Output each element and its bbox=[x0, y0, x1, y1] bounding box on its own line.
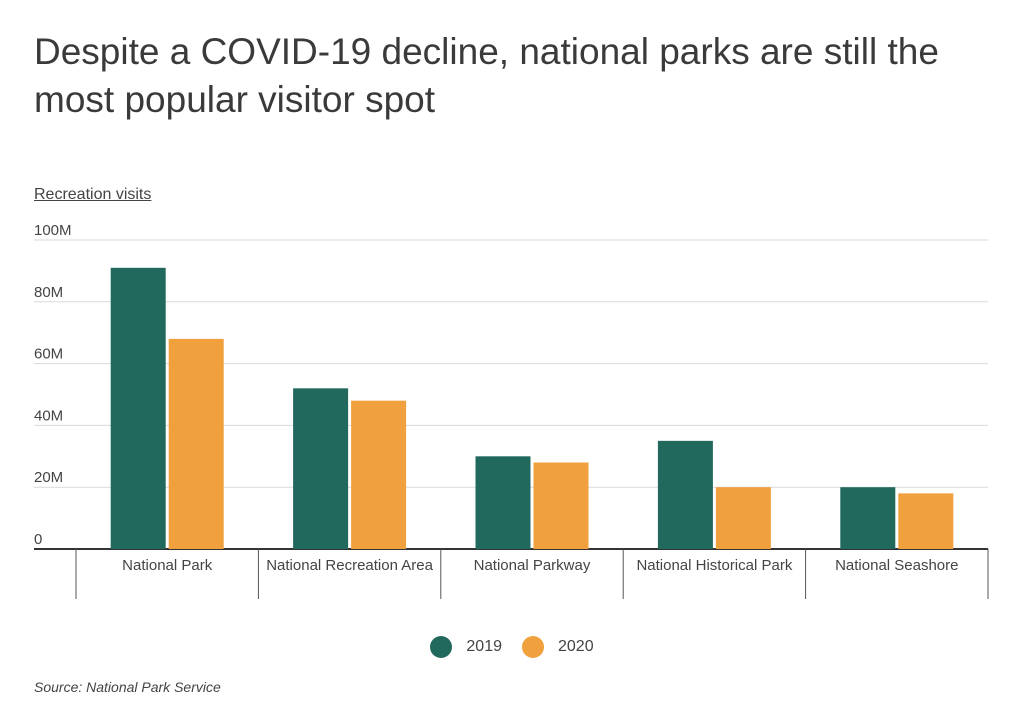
bar-2019-national-historical-park bbox=[657, 440, 713, 549]
x-tick-label: National Park bbox=[122, 557, 213, 574]
bar-2020-national-park bbox=[168, 338, 224, 549]
legend-swatch-2020 bbox=[522, 636, 544, 658]
chart-title: Despite a COVID-19 decline, national par… bbox=[34, 31, 939, 120]
x-tick-label: National Parkway bbox=[473, 557, 591, 574]
bar-2019-national-recreation-area bbox=[293, 388, 349, 549]
bar-2020-national-historical-park bbox=[715, 487, 771, 549]
x-tick-label: National Seashore bbox=[835, 557, 959, 574]
y-tick-label: 80M bbox=[34, 284, 63, 301]
y-tick-label: 40M bbox=[34, 407, 63, 424]
legend-item-2020: 2020 bbox=[522, 636, 594, 658]
bar-2020-national-parkway bbox=[533, 462, 589, 549]
legend-item-2019: 2019 bbox=[430, 636, 502, 658]
y-axis-label: Recreation visits bbox=[34, 186, 152, 203]
source-note: Source: National Park Service bbox=[34, 679, 221, 695]
legend-swatch-2019 bbox=[430, 636, 453, 658]
bar-2019-national-park bbox=[110, 267, 166, 549]
bar-2020-national-seashore bbox=[898, 493, 954, 549]
x-tick-label: National Recreation Area bbox=[266, 557, 433, 574]
legend: 2019 2020 bbox=[0, 636, 1024, 658]
y-tick-label: 0 bbox=[34, 531, 42, 548]
bar-2019-national-parkway bbox=[475, 456, 531, 549]
bar-2020-national-recreation-area bbox=[351, 400, 407, 549]
legend-label-2019: 2019 bbox=[466, 638, 502, 655]
y-tick-label: 20M bbox=[34, 469, 63, 486]
bar-2019-national-seashore bbox=[840, 487, 896, 549]
x-tick-label: National Historical Park bbox=[636, 557, 793, 574]
legend-label-2020: 2020 bbox=[558, 638, 594, 655]
y-tick-label: 60M bbox=[34, 346, 63, 363]
y-tick-label: 100M bbox=[34, 222, 72, 239]
